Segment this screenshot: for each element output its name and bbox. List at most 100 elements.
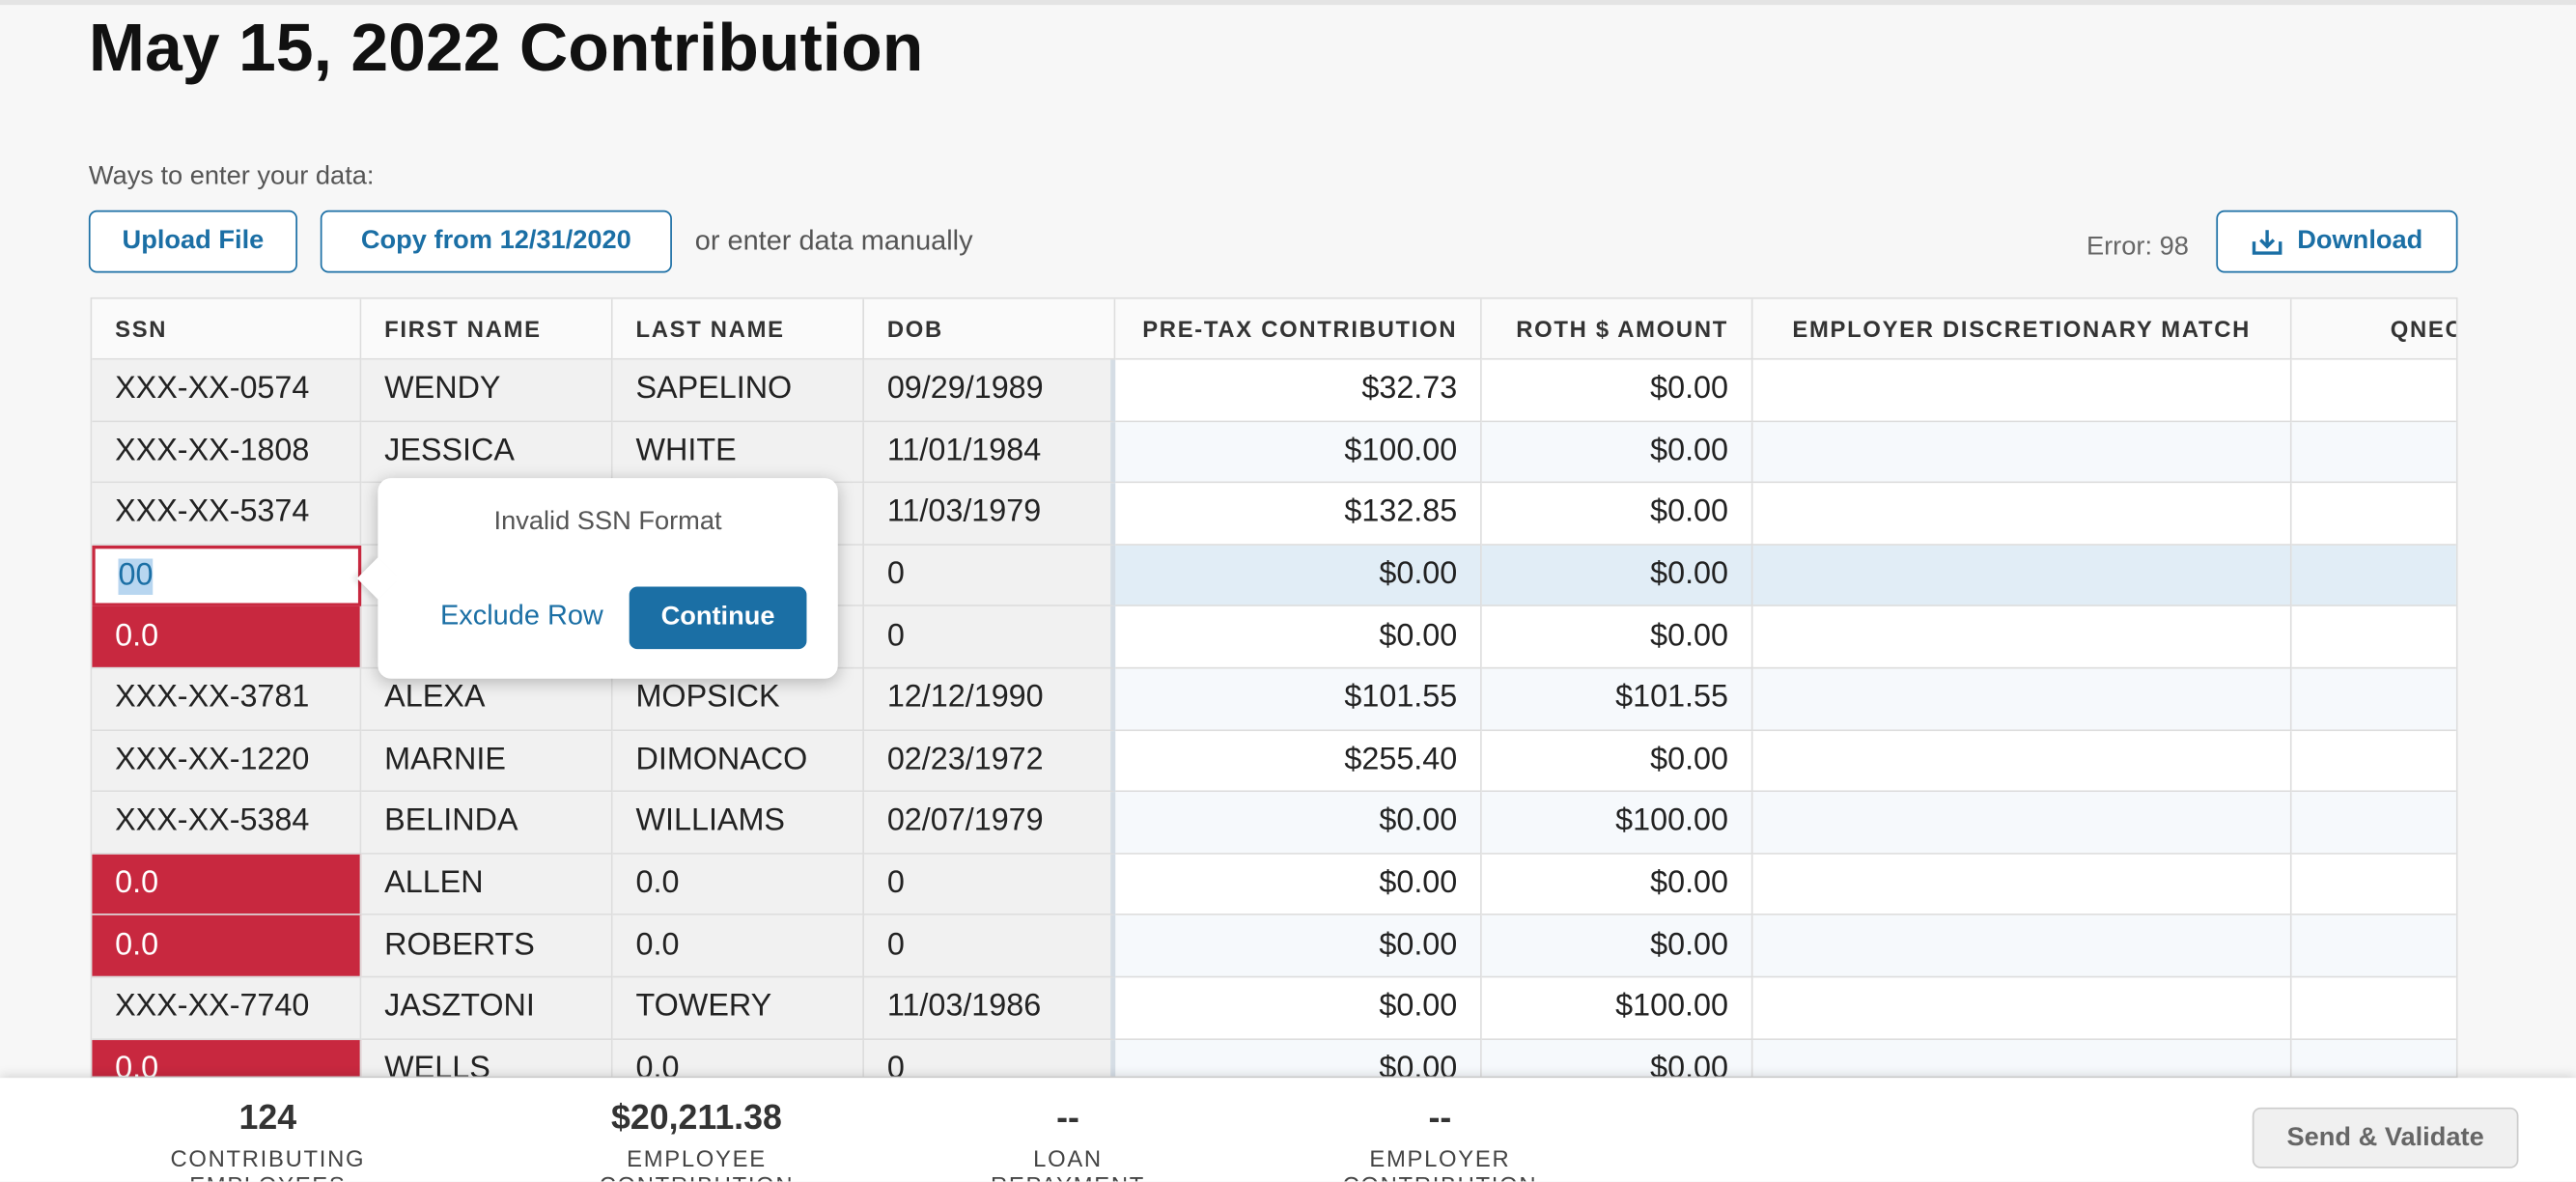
top-bar (0, 0, 2576, 6)
table-cell: 0 (864, 545, 1116, 607)
table-cell: ALLEN (361, 854, 613, 916)
table-cell: ALEXA (361, 668, 613, 731)
table-cell: $100.00 (1481, 792, 1753, 855)
table-cell: MARNIE (361, 730, 613, 793)
manual-note: or enter data manually (694, 225, 973, 257)
table-cell (1752, 545, 2292, 607)
column-header: LAST NAME (612, 298, 865, 360)
table-cell: $101.55 (1115, 668, 1482, 731)
popup-message: Invalid SSN Format (493, 507, 722, 536)
table-cell: $32.73 (1115, 359, 1482, 422)
table-cell: $0.00 (1115, 915, 1482, 978)
table-cell: $101.55 (1481, 668, 1753, 731)
ssn-cell: XXX-XX-5374 (92, 483, 362, 546)
stat-value: $20,211.38 (610, 1099, 782, 1138)
table-cell: $0.00 (1481, 1039, 1753, 1077)
error-count: Error: 98 (2086, 233, 2189, 262)
table-cell (2291, 854, 2456, 916)
table-cell: 11/03/1979 (864, 483, 1116, 546)
summary-stat: -- LOAN REPAYMENT (955, 1078, 1182, 1182)
table-cell (1752, 483, 2292, 546)
download-button[interactable]: Download (2216, 210, 2458, 273)
table-cell (1752, 792, 2292, 855)
ssn-cell: 0.0 (92, 1039, 362, 1077)
ssn-cell[interactable]: 00 (92, 545, 362, 607)
exclude-row-button[interactable]: Exclude Row (440, 600, 603, 632)
ssn-cell: XXX-XX-1808 (92, 421, 362, 484)
table-cell: $132.85 (1115, 483, 1482, 546)
table-cell: WILLIAMS (612, 792, 865, 855)
table-cell (1752, 915, 2292, 978)
table-cell: $0.00 (1115, 606, 1482, 669)
table-cell: $0.00 (1115, 545, 1482, 607)
table-cell: BELINDA (361, 792, 613, 855)
table-cell: 02/07/1979 (864, 792, 1116, 855)
stat-label: LOAN REPAYMENT (991, 1144, 1143, 1182)
download-icon (2253, 230, 2282, 255)
table-cell: $0.00 (1481, 483, 1753, 546)
table-cell: 0.0 (612, 854, 865, 916)
stat-label: EMPLOYER CONTRIBUTION (1343, 1144, 1536, 1182)
table-cell: 09/29/1989 (864, 359, 1116, 422)
table-cell (2291, 915, 2456, 978)
table-cell: 0 (864, 606, 1116, 669)
ssn-cell: XXX-XX-7740 (92, 977, 362, 1040)
table-cell (2291, 792, 2456, 855)
ssn-cell: XXX-XX-3781 (92, 668, 362, 731)
table-cell: ROBERTS (361, 915, 613, 978)
table-cell (1752, 854, 2292, 916)
ssn-cell: 0.0 (92, 915, 362, 978)
download-label: Download (2297, 226, 2423, 255)
table-cell: JASZTONI (361, 977, 613, 1040)
table-cell: $0.00 (1481, 915, 1753, 978)
table-cell (2291, 668, 2456, 731)
table-cell (1752, 421, 2292, 484)
table-cell: 0 (864, 1039, 1116, 1077)
table-cell: 0.0 (612, 915, 865, 978)
table-cell (2291, 1039, 2456, 1077)
table-cell (1752, 1039, 2292, 1077)
table-cell: JESSICA (361, 421, 613, 484)
table-cell: DIMONACO (612, 730, 865, 793)
upload-button[interactable]: Upload File (88, 210, 297, 273)
stat-label: EMPLOYEE CONTRIBUTION (600, 1144, 793, 1182)
table-cell: 0 (864, 915, 1116, 978)
summary-footer: Send & Validate 124 CONTRIBUTING EMPLOYEE… (0, 1078, 2576, 1182)
table-cell: 0 (864, 854, 1116, 916)
table-cell (1752, 668, 2292, 731)
table-cell (2291, 977, 2456, 1040)
table-cell (2291, 359, 2456, 422)
table-cell: TOWERY (612, 977, 865, 1040)
table-cell: $100.00 (1115, 421, 1482, 484)
table-cell: $0.00 (1115, 854, 1482, 916)
column-header: DOB (864, 298, 1116, 360)
copy-button[interactable]: Copy from 12/31/2020 (320, 210, 672, 273)
table-cell: $0.00 (1115, 977, 1482, 1040)
table-cell: $0.00 (1481, 359, 1753, 422)
table-cell (2291, 606, 2456, 669)
table-cell: 0.0 (612, 1039, 865, 1077)
continue-button[interactable]: Continue (629, 586, 807, 650)
ssn-cell: XXX-XX-1220 (92, 730, 362, 793)
table-cell: $0.00 (1481, 730, 1753, 793)
table-cell (1752, 730, 2292, 793)
table-cell: $0.00 (1115, 1039, 1482, 1077)
summary-stat: $20,211.38 EMPLOYEE CONTRIBUTION (532, 1078, 860, 1182)
table-cell (2291, 483, 2456, 546)
table-cell: $0.00 (1481, 606, 1753, 669)
table-cell: 12/12/1990 (864, 668, 1116, 731)
table-cell (1752, 606, 2292, 669)
page-title: May 15, 2022 Contribution (88, 10, 924, 86)
column-header: PRE-TAX CONTRIBUTION (1115, 298, 1482, 360)
table-cell: $0.00 (1481, 421, 1753, 484)
table-cell: $0.00 (1115, 792, 1482, 855)
selected-text: 00 (118, 557, 154, 595)
table-cell (2291, 421, 2456, 484)
ssn-cell: 0.0 (92, 606, 362, 669)
send-validate-button[interactable]: Send & Validate (2252, 1107, 2519, 1168)
table-cell (1752, 359, 2292, 422)
table-cell: WHITE (612, 421, 865, 484)
stat-label: CONTRIBUTING EMPLOYEES (170, 1144, 366, 1182)
table-cell: $100.00 (1481, 977, 1753, 1040)
